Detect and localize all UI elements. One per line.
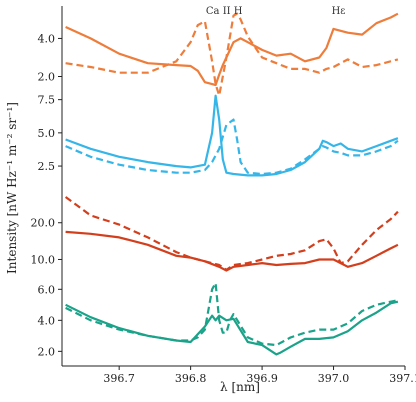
panel-2: 2.5 5.0 7.5 (38, 94, 399, 177)
line-annotation: Ca II H (206, 6, 243, 17)
series-line-solid (65, 230, 399, 272)
x-axis-label: λ [nm] (220, 380, 260, 394)
panel-1: 2.0 4.0 (38, 12, 399, 97)
line-annotation: Hε (332, 6, 346, 17)
series-line-solid (65, 12, 399, 87)
x-tick-label: 396.7 (103, 372, 135, 385)
panel-3: 10.0 20.0 (31, 196, 399, 272)
x-tick-label: 396.9 (246, 372, 278, 385)
y-tick-label: 20.0 (31, 217, 56, 230)
y-tick-label: 2.5 (38, 160, 56, 173)
y-tick-label: 10.0 (31, 253, 56, 266)
series-line-dashed (65, 282, 399, 347)
series-line-solid (65, 94, 399, 177)
plot-layer: 396.7 396.8 396.9 397.0 397.1 2.0 4.0 2.5 5.0 7.5… (31, 6, 416, 385)
series-line-dashed (64, 196, 399, 271)
y-axis-label: Intensity [nW Hz⁻¹ m⁻² sr⁻¹] (5, 102, 19, 274)
y-tick-label: 2.0 (38, 70, 56, 83)
x-tick-label: 397.1 (389, 372, 416, 385)
y-tick-label: 4.0 (38, 32, 56, 45)
series-line-solid (65, 300, 399, 356)
y-tick-label: 4.0 (38, 314, 56, 327)
y-tick-label: 6.0 (38, 283, 56, 296)
panel-4: 2.0 4.0 6.0 (38, 282, 399, 358)
y-tick-label: 7.5 (38, 94, 56, 107)
x-tick-label: 396.8 (175, 372, 207, 385)
series-line-dashed (65, 12, 399, 97)
series-line-dashed (65, 118, 399, 176)
y-tick-label: 5.0 (38, 127, 56, 140)
y-tick-label: 2.0 (38, 345, 56, 358)
x-tick-label: 397.0 (318, 372, 350, 385)
